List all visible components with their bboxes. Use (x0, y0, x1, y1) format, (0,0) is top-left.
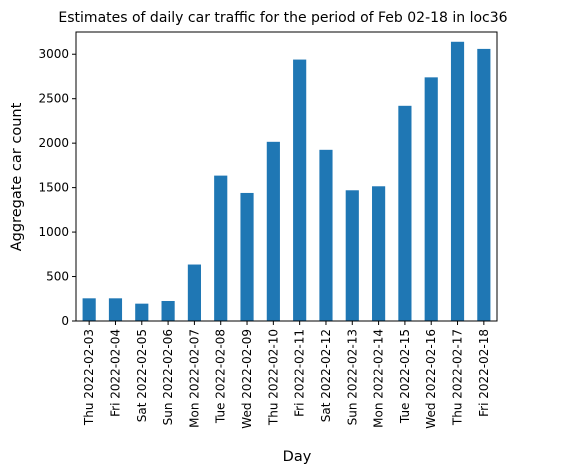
x-tick-label: Mon 2022-02-07 (187, 329, 201, 428)
y-axis-title: Aggregate car count (9, 102, 25, 251)
bar-2022-02-03 (82, 298, 96, 321)
bar-2022-02-09 (240, 192, 254, 321)
bar-2022-02-05 (135, 303, 149, 321)
x-tick-label: Thu 2022-02-17 (451, 329, 465, 426)
y-tick-label: 1000 (38, 225, 69, 239)
y-tick-label: 2000 (38, 136, 69, 150)
y-tick-label: 500 (46, 270, 69, 284)
bar-2022-02-06 (161, 300, 175, 321)
bar-2022-02-07 (187, 264, 201, 321)
bar-2022-02-14 (372, 186, 386, 321)
bar-2022-02-17 (450, 41, 465, 321)
x-tick-label: Sun 2022-02-06 (161, 329, 175, 425)
bar-2022-02-15 (398, 105, 412, 321)
x-tick-label: Thu 2022-02-03 (82, 329, 96, 426)
x-axis: Thu 2022-02-03 Fri 2022-02-04 Sat 2022-02-… (82, 321, 491, 429)
bar-2022-02-11 (293, 59, 307, 321)
x-tick-label: Thu 2022-02-10 (266, 329, 280, 426)
bar-2022-02-12 (319, 149, 333, 321)
x-tick-label: Wed 2022-02-16 (424, 329, 438, 429)
x-tick-label: Tue 2022-02-15 (398, 329, 412, 424)
x-tick-label: Sat 2022-02-05 (135, 329, 149, 422)
x-tick-label: Sun 2022-02-13 (345, 329, 359, 425)
y-tick-label: 2500 (38, 92, 69, 106)
x-tick-label: Sat 2022-02-12 (319, 329, 333, 422)
x-tick-label: Fri 2022-02-11 (293, 329, 307, 417)
bar-2022-02-16 (424, 77, 438, 321)
chart-title: Estimates of daily car traffic for the p… (58, 10, 507, 26)
x-tick-label: Fri 2022-02-04 (108, 329, 122, 417)
y-axis: 0 500 1000 1500 2000 2500 3000 (38, 47, 76, 328)
x-tick-label: Mon 2022-02-14 (372, 329, 386, 428)
bar-2022-02-18 (477, 48, 491, 322)
plot-area (75, 31, 498, 322)
x-tick-label: Wed 2022-02-09 (240, 329, 254, 429)
y-tick-label: 3000 (38, 47, 69, 61)
x-tick-label: Fri 2022-02-18 (477, 329, 491, 417)
bar-2022-02-04 (108, 298, 123, 321)
x-tick-label: Tue 2022-02-08 (214, 329, 228, 424)
bar-2022-02-13 (345, 190, 359, 321)
y-tick-label: 0 (61, 314, 69, 328)
plot-frame (75, 31, 498, 322)
bar-2022-02-08 (214, 175, 228, 321)
y-tick-label: 1500 (38, 181, 69, 195)
bar-2022-02-10 (266, 141, 280, 321)
x-axis-title: Day (283, 449, 312, 465)
